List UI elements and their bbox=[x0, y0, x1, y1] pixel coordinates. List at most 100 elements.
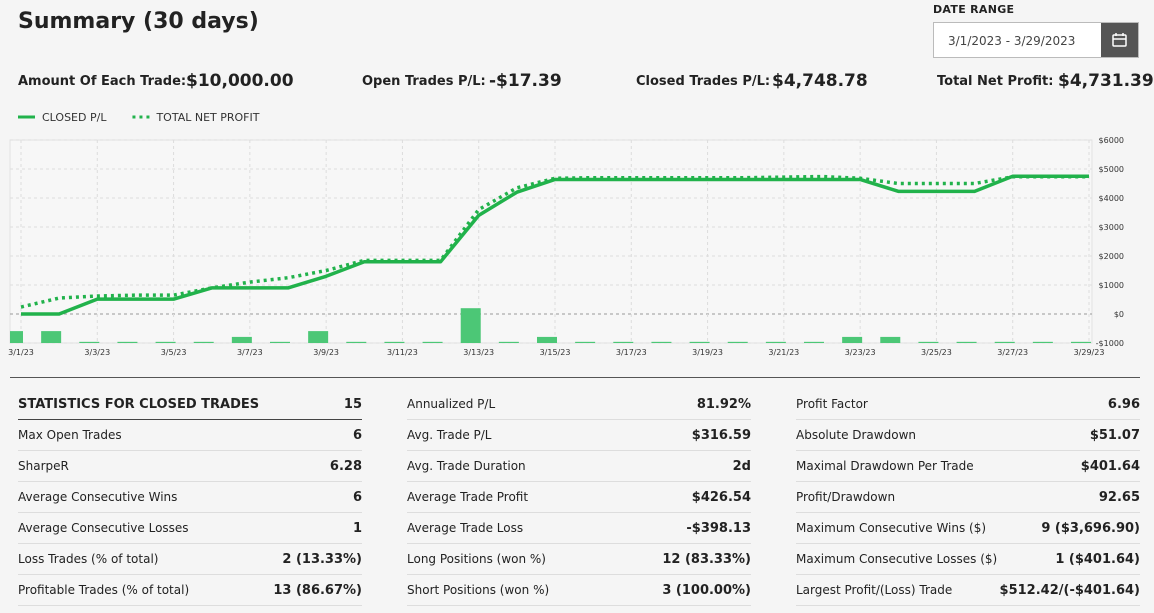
page-title: Summary (30 days) bbox=[18, 9, 259, 34]
stats-row: Max Open Trades 6 bbox=[18, 420, 362, 451]
stats-label: Average Consecutive Losses bbox=[18, 521, 189, 535]
stats-value: $51.07 bbox=[1089, 427, 1140, 443]
bar bbox=[270, 341, 290, 343]
bar bbox=[79, 341, 100, 343]
stats-value: 6.96 bbox=[1107, 396, 1140, 412]
bar bbox=[308, 331, 329, 343]
stats-value: 1 bbox=[352, 520, 362, 536]
stats-label: Long Positions (won %) bbox=[407, 552, 546, 566]
calendar-icon bbox=[1112, 33, 1127, 47]
stats-value: 12 (83.33%) bbox=[662, 551, 751, 567]
x-tick-label: 3/25/23 bbox=[921, 348, 952, 357]
x-tick-label: 3/27/23 bbox=[997, 348, 1028, 357]
y-tick-label: $4000 bbox=[1099, 194, 1124, 203]
y-tick-label: $2000 bbox=[1099, 252, 1124, 261]
stats-label: Average Trade Profit bbox=[407, 490, 529, 504]
plot-area bbox=[9, 139, 1093, 344]
stats-label: Annualized P/L bbox=[407, 397, 496, 411]
stats-label: Largest Profit/(Loss) Trade bbox=[796, 583, 953, 597]
date-range-input[interactable]: 3/1/2023 - 3/29/2023 bbox=[933, 22, 1139, 58]
y-tick-label: $3000 bbox=[1099, 223, 1124, 232]
x-tick-label: 3/9/23 bbox=[313, 348, 339, 357]
stats-label: Profit Factor bbox=[796, 397, 868, 411]
stats-row: Maximum Consecutive Wins ($) 9 ($3,696.90… bbox=[796, 513, 1140, 544]
stats-label: Average Trade Loss bbox=[407, 521, 524, 535]
date-range-value: 3/1/2023 - 3/29/2023 bbox=[948, 34, 1076, 48]
stats-value: 81.92% bbox=[696, 396, 751, 412]
stats-label: Absolute Drawdown bbox=[796, 428, 916, 442]
stats-label: Loss Trades (% of total) bbox=[18, 552, 159, 566]
x-tick-label: 3/21/23 bbox=[768, 348, 799, 357]
stats-value: 6.28 bbox=[329, 458, 362, 474]
x-tick-label: 3/19/23 bbox=[692, 348, 723, 357]
x-tick-label: 3/15/23 bbox=[540, 348, 571, 357]
stats-value: 13 (86.67%) bbox=[273, 582, 362, 598]
bar bbox=[994, 341, 1015, 343]
summary-value: $4,748.78 bbox=[772, 71, 868, 91]
stats-value: 3 (100.00%) bbox=[662, 582, 751, 598]
calendar-button[interactable] bbox=[1101, 23, 1138, 57]
summary-label: Total Net Profit: bbox=[937, 74, 1054, 89]
stats-label: Maximal Drawdown Per Trade bbox=[796, 459, 974, 473]
stats-value: $401.64 bbox=[1080, 458, 1140, 474]
date-range-label: DATE RANGE bbox=[933, 3, 1015, 16]
stats-value: 15 bbox=[343, 396, 362, 412]
stats-value: 2 (13.33%) bbox=[282, 551, 362, 567]
stats-row: Maximal Drawdown Per Trade $401.64 bbox=[796, 451, 1140, 482]
bar bbox=[41, 331, 62, 343]
bar bbox=[422, 341, 443, 343]
legend-label: TOTAL NET PROFIT bbox=[155, 111, 259, 124]
stats-column: Profit Factor 6.96 Absolute Drawdown $51.07… bbox=[796, 389, 1140, 606]
stats-row: STATISTICS FOR CLOSED TRADES 15 bbox=[18, 389, 362, 420]
legend-label: CLOSED P/L bbox=[42, 111, 107, 124]
y-tick-label: $1000 bbox=[1099, 281, 1124, 290]
summary-value: -$17.39 bbox=[489, 71, 562, 91]
x-tick-label: 3/29/23 bbox=[1074, 348, 1105, 357]
stats-value: 1 ($401.64) bbox=[1055, 551, 1140, 567]
stats-row: Absolute Drawdown $51.07 bbox=[796, 420, 1140, 451]
stats-value: 6 bbox=[352, 427, 362, 443]
x-tick-label: 3/1/23 bbox=[8, 348, 34, 357]
bar bbox=[498, 341, 519, 343]
y-tick-label: $0 bbox=[1114, 310, 1124, 319]
stats-label: Avg. Trade Duration bbox=[407, 459, 526, 473]
separator bbox=[10, 377, 1140, 378]
stats-label: Profit/Drawdown bbox=[796, 490, 896, 504]
bar bbox=[880, 336, 901, 343]
x-tick-label: 3/5/23 bbox=[161, 348, 187, 357]
stats-row: Profit/Drawdown 92.65 bbox=[796, 482, 1140, 513]
bar bbox=[651, 341, 672, 343]
bar bbox=[384, 341, 405, 343]
stats-row: Average Consecutive Losses 1 bbox=[18, 513, 362, 544]
stats-row: Average Trade Loss -$398.13 bbox=[407, 513, 751, 544]
stats-row: Maximum Consecutive Losses ($) 1 ($401.64… bbox=[796, 544, 1140, 575]
stats-row: Loss Trades (% of total) 2 (13.33%) bbox=[18, 544, 362, 575]
stats-value: 2d bbox=[732, 458, 751, 474]
stats-value: 6 bbox=[352, 489, 362, 505]
stats-row: Largest Profit/(Loss) Trade $512.42/(-$40… bbox=[796, 575, 1140, 606]
stats-value: $426.54 bbox=[691, 489, 751, 505]
stats-row: Average Trade Profit $426.54 bbox=[407, 482, 751, 513]
stats-label: Maximum Consecutive Losses ($) bbox=[796, 552, 998, 566]
stats-row: Annualized P/L 81.92% bbox=[407, 389, 751, 420]
x-tick-label: 3/23/23 bbox=[845, 348, 876, 357]
stats-value: 9 ($3,696.90) bbox=[1041, 520, 1140, 536]
bar bbox=[117, 341, 138, 343]
bar bbox=[842, 336, 863, 343]
stats-row: Avg. Trade P/L $316.59 bbox=[407, 420, 751, 451]
stats-label: Avg. Trade P/L bbox=[407, 428, 492, 442]
x-tick-label: 3/7/23 bbox=[237, 348, 263, 357]
stats-label: Short Positions (won %) bbox=[407, 583, 550, 597]
line-series bbox=[21, 174, 1089, 316]
bar bbox=[689, 341, 710, 343]
y-tick-label: $6000 bbox=[1099, 136, 1124, 145]
summary-label: Closed Trades P/L: bbox=[636, 74, 771, 89]
bar bbox=[537, 336, 557, 343]
stats-value: 92.65 bbox=[1098, 489, 1140, 505]
stats-label: SharpeR bbox=[18, 459, 69, 473]
bar bbox=[460, 308, 481, 343]
summary-value: $10,000.00 bbox=[186, 71, 294, 91]
stats-label: STATISTICS FOR CLOSED TRADES bbox=[18, 396, 260, 412]
stats-column: STATISTICS FOR CLOSED TRADES 15 Max Open T… bbox=[18, 389, 362, 606]
